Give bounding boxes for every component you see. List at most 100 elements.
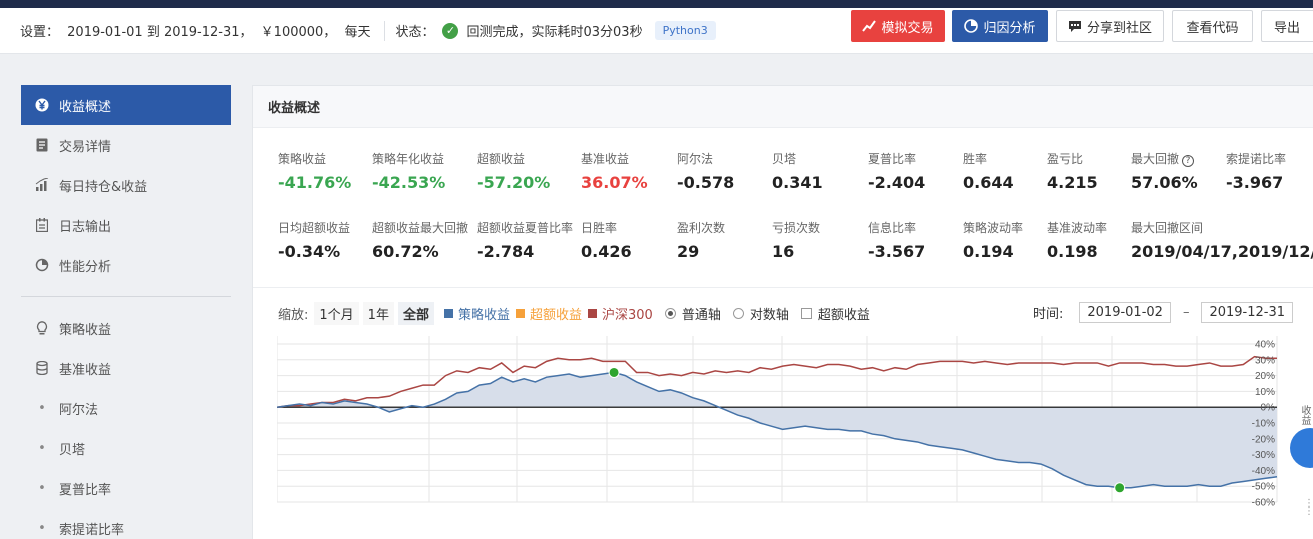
sidebar-item-overview[interactable]: 收益概述 <box>21 85 231 125</box>
sidebar-item-trades[interactable]: 交易详情 <box>21 125 231 165</box>
metric-excess-return: 超额收益 -57.20% <box>477 150 550 192</box>
normal-axis-radio[interactable] <box>664 308 676 319</box>
zoom-1m-button[interactable]: 1个月 <box>314 302 359 325</box>
date-range: 2019-01-01 到 2019-12-31， <box>67 25 253 40</box>
legend-label: 策略收益 <box>457 308 510 323</box>
divider <box>384 20 386 41</box>
metric-label: 日均超额收益 <box>278 221 351 235</box>
sidebar-item-benchmark-return[interactable]: 基准收益 <box>21 348 231 388</box>
metric-value: -41.76% <box>278 173 352 192</box>
metric-annual-return: 策略年化收益 -42.53% <box>372 150 445 192</box>
export-button[interactable]: 导出 <box>1261 10 1313 42</box>
pie-icon <box>35 258 49 272</box>
time-range: 时间: 2019-01-02 – 2019-12-31 <box>1033 302 1294 323</box>
backtest-settings: 设置： 2019-01-01 到 2019-12-31， ￥100000， 每天 <box>0 21 374 40</box>
metric-value: 60.72% <box>372 242 439 261</box>
sidebar-item-sortino[interactable]: • 索提诺比率 <box>21 508 231 539</box>
metric-sortino: 索提诺比率 -3.967 <box>1226 150 1286 192</box>
y-tick-label: 40% <box>1255 340 1275 351</box>
returns-chart[interactable]: 40% 30% 20% 10% 0% -10% -20% -30% -40% -50% -60% <box>277 336 1290 508</box>
sidebar-item-sharpe[interactable]: • 夏普比率 <box>21 468 231 508</box>
bullet-icon: • <box>38 520 46 536</box>
metric-label: 盈利次数 <box>677 221 726 235</box>
bulb-icon <box>35 321 49 335</box>
metric-label: 策略波动率 <box>963 221 1024 235</box>
metric-label: 超额收益最大回撤 <box>372 221 469 235</box>
sim-trade-button[interactable]: 模拟交易 <box>851 10 945 42</box>
metric-value: 0.426 <box>581 242 632 261</box>
sidebar-item-logs[interactable]: 日志输出 <box>21 205 231 245</box>
share-button[interactable]: 分享到社区 <box>1056 10 1164 42</box>
sidebar-item-beta[interactable]: • 贝塔 <box>21 428 231 468</box>
sidebar-item-performance[interactable]: 性能分析 <box>21 245 231 285</box>
metric-label: 夏普比率 <box>868 152 917 166</box>
metric-strategy-return: 策略收益 -41.76% <box>278 150 351 192</box>
legend-excess[interactable]: 超额收益 <box>515 304 582 323</box>
metric-value: 0.341 <box>772 173 823 192</box>
metric-label: 超额收益 <box>477 152 526 166</box>
metric-pnl-ratio: 盈亏比 4.215 <box>1047 150 1098 192</box>
metric-value: -3.567 <box>868 242 926 261</box>
status-label: 状态： <box>395 25 435 40</box>
strategy-area <box>277 372 1277 488</box>
y-tick-label: -10% <box>1252 419 1275 430</box>
end-date-input[interactable]: 2019-12-31 <box>1201 302 1294 323</box>
trough-marker <box>1114 482 1126 494</box>
zoom-all-button[interactable]: 全部 <box>397 302 434 325</box>
legend-swatch <box>588 309 597 318</box>
legend-benchmark[interactable]: 沪深300 <box>588 304 653 323</box>
metric-value: -57.20% <box>477 173 551 192</box>
y-tick-label: -60% <box>1252 498 1275 509</box>
view-code-button[interactable]: 查看代码 <box>1172 10 1253 42</box>
metric-label: 盈亏比 <box>1047 152 1084 166</box>
metric-value: 16 <box>772 242 795 261</box>
metric-excess-max-drawdown: 超额收益最大回撤 60.72% <box>372 219 468 261</box>
sidebar-item-alpha[interactable]: • 阿尔法 <box>21 388 231 428</box>
chart-markers <box>608 366 1126 494</box>
start-date-input[interactable]: 2019-01-02 <box>1079 302 1171 323</box>
status-area: 状态： ✓ 回测完成，实际耗时03分03秒 Python3 <box>395 21 716 40</box>
sidebar: 收益概述 交易详情 每日持仓&收益 日志输出 性能分析 策略收益 基准收益 • … <box>21 85 231 539</box>
attribution-button[interactable]: 归因分析 <box>952 10 1048 42</box>
metric-label: 胜率 <box>963 152 988 166</box>
panel-title: 收益概述 <box>253 86 1313 128</box>
sidebar-item-strategy-return[interactable]: 策略收益 <box>21 308 231 348</box>
help-float-button[interactable] <box>1290 428 1313 468</box>
metric-label: 策略收益 <box>278 152 327 166</box>
help-icon[interactable]: ? <box>1182 155 1195 167</box>
barchart-icon <box>35 178 49 192</box>
date-separator: – <box>1182 305 1190 320</box>
metric-info-ratio: 信息比率 -3.567 <box>868 219 925 261</box>
metric-value: 36.07% <box>581 173 648 192</box>
doc-icon <box>35 138 49 152</box>
y-axis-ticks: 40% 30% 20% 10% 0% -10% -20% -30% -40% -50% -60% <box>1252 340 1275 509</box>
metric-drawdown-range: 最大回撤区间 2019/04/17,2019/12/0 <box>1131 219 1313 261</box>
metric-alpha: 阿尔法 -0.578 <box>677 150 734 192</box>
metric-label: 亏损次数 <box>772 221 821 235</box>
y-tick-label: 10% <box>1255 387 1275 398</box>
metric-label: 策略年化收益 <box>372 152 445 166</box>
zoom-label: 缩放: <box>278 308 309 323</box>
metric-beta: 贝塔 0.341 <box>772 150 823 192</box>
metric-loss-count: 亏损次数 16 <box>772 219 820 261</box>
sidebar-item-label: 性能分析 <box>59 259 112 275</box>
y-tick-label: -30% <box>1252 450 1275 461</box>
metric-label: 信息比率 <box>868 221 917 235</box>
pie-chart-icon <box>964 19 979 33</box>
metric-value: 57.06% <box>1131 173 1198 192</box>
log-axis-radio[interactable] <box>732 308 744 319</box>
metric-win-count: 盈利次数 29 <box>677 219 725 261</box>
sidebar-item-label: 策略收益 <box>59 322 112 338</box>
sidebar-item-daily[interactable]: 每日持仓&收益 <box>21 165 231 205</box>
metric-value: 0.644 <box>963 173 1014 192</box>
zoom-1y-button[interactable]: 1年 <box>362 302 394 325</box>
excess-return-checkbox[interactable] <box>800 308 812 319</box>
more-icon[interactable]: ⋮ ⋮ <box>1304 498 1313 517</box>
sidebar-item-label: 索提诺比率 <box>59 522 125 538</box>
legend-strategy[interactable]: 策略收益 <box>443 304 510 323</box>
yen-icon <box>35 98 49 112</box>
chat-icon <box>1068 20 1081 32</box>
calendar-icon <box>35 218 49 232</box>
sim-trade-label: 模拟交易 <box>881 20 934 36</box>
log-axis-label: 对数轴 <box>749 308 789 323</box>
